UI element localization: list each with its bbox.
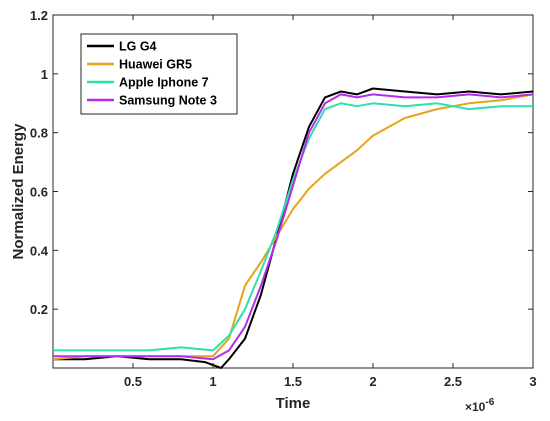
legend-label: LG G4: [119, 40, 157, 54]
y-axis-label: Normalized Energy: [10, 123, 27, 260]
y-tick-label: 0.4: [30, 243, 49, 258]
legend-label: Samsung Note 3: [119, 94, 217, 108]
legend-items: LG G4 Huawei GR5 Apple Iphone 7 Samsung Not…: [87, 40, 217, 108]
y-tick-label: 1: [41, 67, 48, 82]
x-tick-label: 0.5: [124, 374, 142, 389]
x-tick-label: 3: [529, 374, 536, 389]
x-axis-exponent: ×10-6: [465, 397, 495, 414]
y-tick-label: 0.6: [30, 185, 48, 200]
legend: LG G4 Huawei GR5 Apple Iphone 7 Samsung Not…: [80, 33, 238, 115]
series-line: [53, 93, 534, 361]
axis-ticks: 0.5 1 1.5 2 2.5 3 0.2 0.4 0.6 0.8 1 1.2: [30, 8, 537, 389]
x-tick-label: 2: [369, 374, 376, 389]
x-axis-label: Time: [276, 395, 311, 412]
legend-label: Huawei GR5: [119, 58, 192, 72]
x-axis-exponent-power: -6: [485, 397, 494, 408]
x-axis-exponent-base: ×10: [465, 400, 486, 414]
y-tick-label: 0.2: [30, 302, 48, 317]
x-tick-label: 1.5: [284, 374, 302, 389]
legend-label: Apple Iphone 7: [119, 76, 209, 90]
x-tick-label: 2.5: [444, 374, 462, 389]
y-tick-label: 1.2: [30, 8, 48, 23]
y-tick-label: 0.8: [30, 126, 48, 141]
x-tick-label: 1: [209, 374, 216, 389]
series-layer: [52, 87, 534, 369]
series-line: [53, 102, 533, 352]
